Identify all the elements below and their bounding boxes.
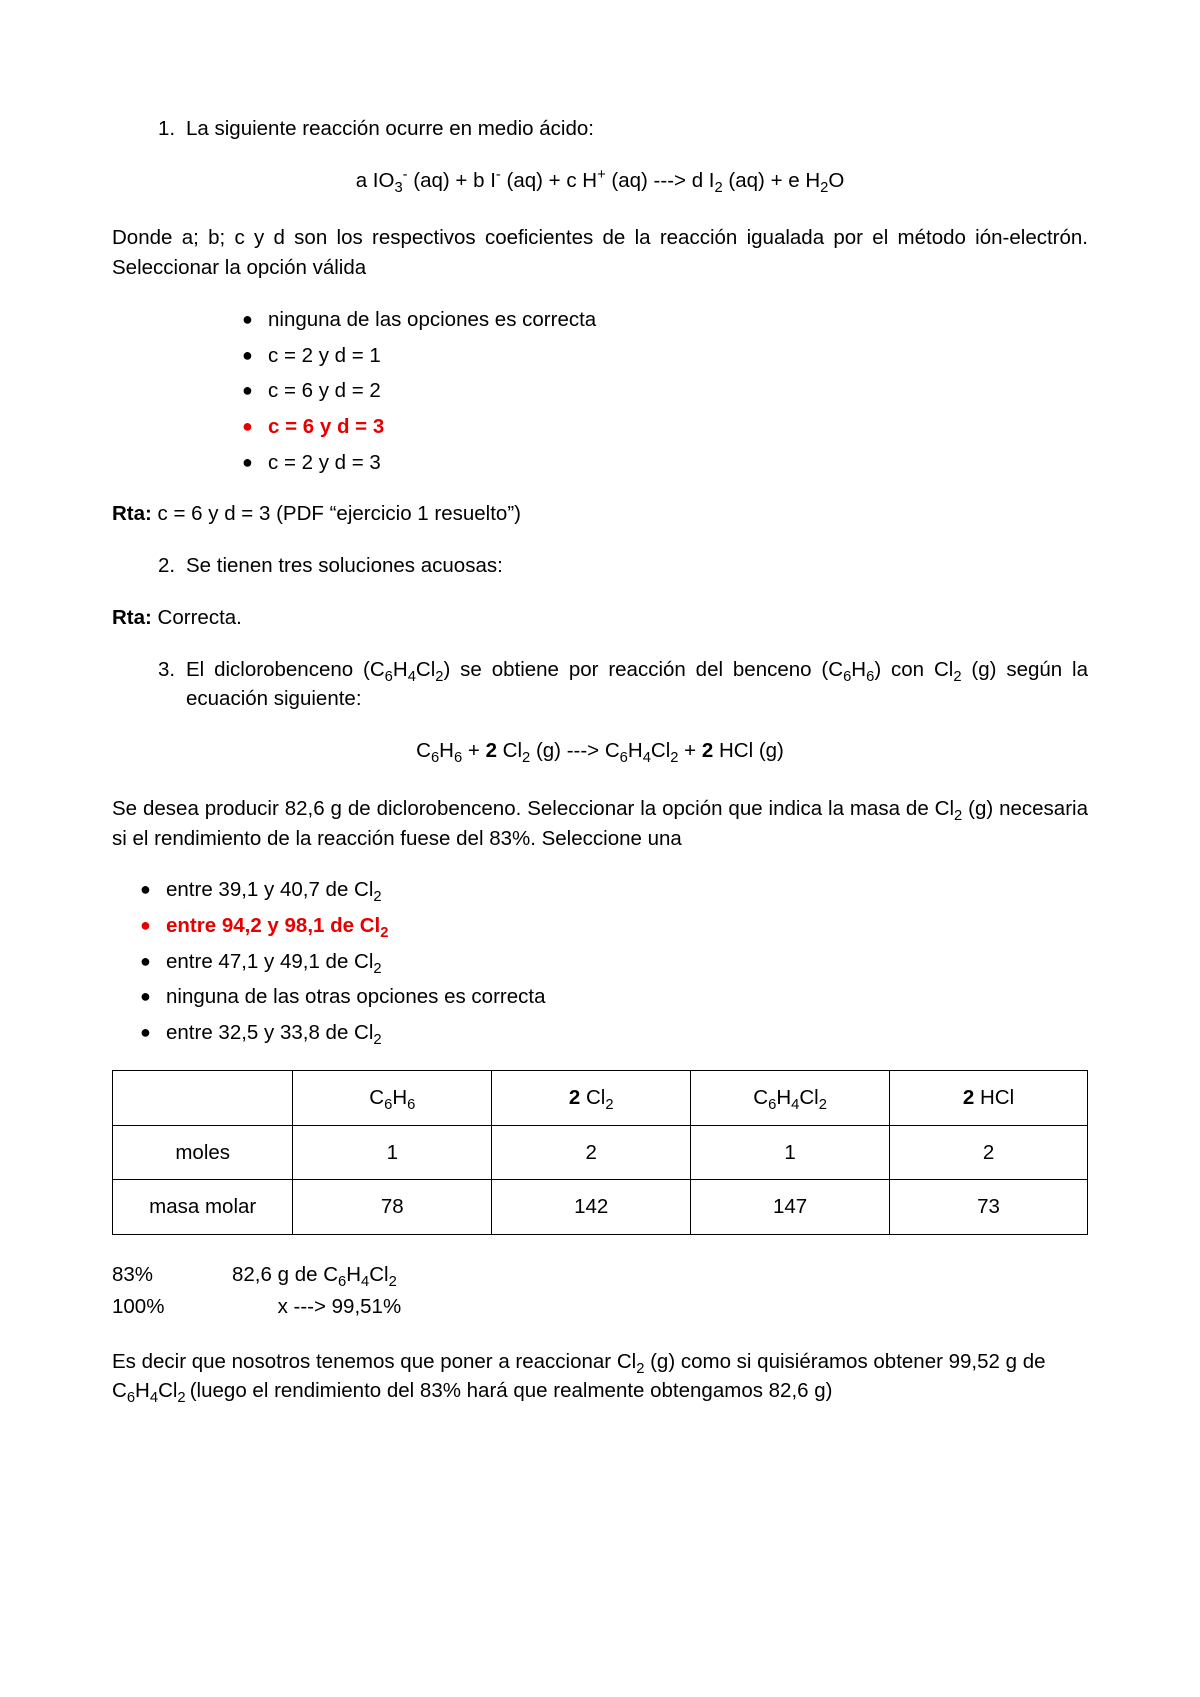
q1-prompt: La siguiente reacción ocurre en medio ác… [186,114,1088,144]
question-2: 2. Se tienen tres soluciones acuosas: [112,551,1088,581]
option-text: entre 94,2 y 98,1 de Cl2 [166,911,1088,941]
table-row: moles1212 [113,1125,1088,1180]
table-body: C6H62 Cl2C6H4Cl22 HClmoles1212masa molar… [113,1070,1088,1234]
option-item: ● c = 2 y d = 3 [242,448,1088,478]
closing-paragraph: Es decir que nosotros tenemos que poner … [112,1347,1088,1406]
calc-100pct: 100% [112,1291,232,1323]
document-page: 1. La siguiente reacción ocurre en medio… [0,0,1200,1697]
bullet-icon: ● [242,341,268,370]
option-text: ninguna de las opciones es correcta [268,305,1088,335]
option-text: c = 6 y d = 2 [268,376,1088,406]
table-header-cell: C6H4Cl2 [691,1070,890,1125]
option-text: c = 2 y d = 3 [268,448,1088,478]
bullet-icon: ● [242,305,268,334]
option-text: ninguna de las otras opciones es correct… [166,982,1088,1012]
table-row-label: masa molar [113,1180,293,1235]
question-1: 1. La siguiente reacción ocurre en medio… [112,114,1088,144]
option-text: entre 47,1 y 49,1 de Cl2 [166,947,1088,977]
q2-prompt: Se tienen tres soluciones acuosas: [186,551,1088,581]
option-item: ● c = 6 y d = 3 [242,412,1088,442]
option-item: ● c = 2 y d = 1 [242,341,1088,371]
bullet-icon: ● [140,1018,166,1047]
calc-x: x ---> 99,51% [232,1291,492,1323]
rta-text: c = 6 y d = 3 (PDF “ejercicio 1 resuelto… [152,502,521,525]
option-text: entre 39,1 y 40,7 de Cl2 [166,875,1088,905]
option-item: ● entre 94,2 y 98,1 de Cl2 [140,911,1088,941]
table-row: masa molar7814214773 [113,1180,1088,1235]
table-header-cell: C6H6 [293,1070,492,1125]
q3-context: Se desea producir 82,6 g de diclorobence… [112,794,1088,853]
table-header-cell: 2 HCl [890,1070,1088,1125]
option-text: c = 6 y d = 3 [268,412,1088,442]
question-3: 3. El diclorobenceno (C6H4Cl2) se obtien… [112,655,1088,714]
calc-row-2: 100% x ---> 99,51% [112,1291,1088,1323]
q3-prompt: El diclorobenceno (C6H4Cl2) se obtiene p… [186,655,1088,714]
rta-label: Rta: [112,606,152,629]
table-cell: 2 [492,1125,691,1180]
table-cell: 73 [890,1180,1088,1235]
table-row-label: moles [113,1125,293,1180]
option-item: ● entre 32,5 y 33,8 de Cl2 [140,1018,1088,1048]
q2-answer: Rta: Correcta. [112,603,1088,633]
option-item: ● entre 39,1 y 40,7 de Cl2 [140,875,1088,905]
stoichiometry-table: C6H62 Cl2C6H4Cl22 HClmoles1212masa molar… [112,1070,1088,1235]
table-cell: 147 [691,1180,890,1235]
q3-options: ● entre 39,1 y 40,7 de Cl2 ● entre 94,2 … [112,875,1088,1048]
q1-context: Donde a; b; c y d son los respectivos co… [112,223,1088,282]
table-cell: 142 [492,1180,691,1235]
option-item: ● c = 6 y d = 2 [242,376,1088,406]
bullet-icon: ● [140,982,166,1011]
table-cell: 2 [890,1125,1088,1180]
calc-83pct: 83% [112,1259,232,1291]
table-header-cell: 2 Cl2 [492,1070,691,1125]
q2-number: 2. [158,551,186,581]
option-item: ● ninguna de las opciones es correcta [242,305,1088,335]
bullet-icon: ● [242,412,268,441]
calc-row-1: 83% 82,6 g de C6H4Cl2 [112,1259,1088,1291]
rta-text: Correcta. [152,606,242,629]
q3-number: 3. [158,655,186,714]
bullet-icon: ● [242,376,268,405]
q1-equation: a IO3- (aq) + b I- (aq) + c H+ (aq) --->… [112,166,1088,196]
bullet-icon: ● [140,911,166,940]
q1-number: 1. [158,114,186,144]
table-cell: 78 [293,1180,492,1235]
calc-826g: 82,6 g de C6H4Cl2 [232,1259,492,1291]
table-header-row: C6H62 Cl2C6H4Cl22 HCl [113,1070,1088,1125]
q1-answer: Rta: c = 6 y d = 3 (PDF “ejercicio 1 res… [112,499,1088,529]
calculation-block: 83% 82,6 g de C6H4Cl2 100% x ---> 99,51% [112,1259,1088,1323]
q1-options: ● ninguna de las opciones es correcta ● … [112,305,1088,478]
q3-equation: C6H6 + 2 Cl2 (g) ---> C6H4Cl2 + 2 HCl (g… [112,736,1088,766]
table-header-empty [113,1070,293,1125]
option-item: ● ninguna de las otras opciones es corre… [140,982,1088,1012]
bullet-icon: ● [140,947,166,976]
rta-label: Rta: [112,502,152,525]
bullet-icon: ● [140,875,166,904]
table-cell: 1 [293,1125,492,1180]
option-text: c = 2 y d = 1 [268,341,1088,371]
option-text: entre 32,5 y 33,8 de Cl2 [166,1018,1088,1048]
table-cell: 1 [691,1125,890,1180]
bullet-icon: ● [242,448,268,477]
option-item: ● entre 47,1 y 49,1 de Cl2 [140,947,1088,977]
